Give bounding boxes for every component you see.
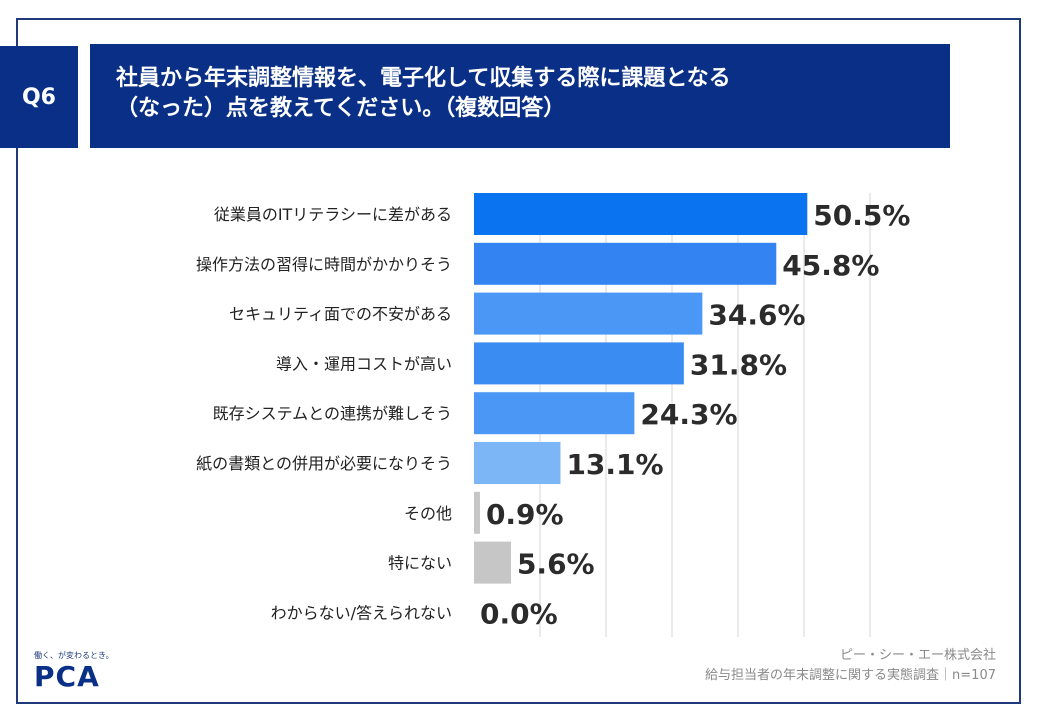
question-badge: Q6 bbox=[0, 46, 78, 148]
value-label: 13.1% bbox=[566, 448, 663, 481]
value-label: 45.8% bbox=[782, 249, 879, 282]
category-label: 既存システムとの連携が難しそう bbox=[213, 404, 452, 423]
category-label: 特にない bbox=[388, 554, 452, 573]
category-label: 操作方法の習得に時間がかかりそう bbox=[196, 255, 452, 274]
bar bbox=[474, 491, 480, 534]
question-title-line2: （なった）点を教えてください。（複数回答） bbox=[116, 96, 566, 121]
source-company: ピー・シー・エー株式会社 bbox=[839, 648, 996, 663]
category-label: セキュリティ面での不安がある bbox=[229, 305, 452, 324]
logo-brand: PCA bbox=[34, 660, 100, 693]
bar bbox=[474, 242, 777, 285]
category-label: その他 bbox=[404, 504, 452, 523]
value-label: 50.5% bbox=[813, 199, 910, 232]
question-title: 社員から年末調整情報を、電子化して収集する際に課題となる （なった）点を教えてく… bbox=[90, 44, 950, 148]
bar bbox=[474, 193, 808, 235]
value-label: 31.8% bbox=[690, 348, 787, 381]
category-label: わからない/答えられない bbox=[271, 603, 452, 622]
logo-tagline: 働く、が変わるとき。 bbox=[34, 651, 114, 660]
source-survey: 給与担当者の年末調整に関する実態調査｜n=107 bbox=[705, 668, 996, 683]
category-label: 導入・運用コストが高い bbox=[276, 354, 452, 373]
value-label: 0.9% bbox=[486, 498, 564, 531]
question-title-line1: 社員から年末調整情報を、電子化して収集する際に課題となる bbox=[116, 66, 731, 91]
value-label: 5.6% bbox=[517, 548, 595, 581]
pca-logo: 働く、が変わるとき。 PCA bbox=[34, 650, 114, 700]
value-label: 34.6% bbox=[708, 299, 805, 332]
bar bbox=[474, 342, 684, 385]
category-label: 従業員のITリテラシーに差がある bbox=[214, 205, 452, 224]
source-note: ピー・シー・エー株式会社 給与担当者の年末調整に関する実態調査｜n=107 bbox=[705, 646, 996, 686]
value-label: 24.3% bbox=[640, 398, 737, 431]
bar bbox=[474, 541, 511, 584]
bar bbox=[474, 442, 561, 484]
category-label: 紙の書類との併用が必要になりそう bbox=[196, 454, 452, 473]
bars: 従業員のITリテラシーに差がある 50.5% 操作方法の習得に時間がかかりそう 45.… bbox=[196, 193, 910, 630]
bar bbox=[474, 292, 703, 335]
bar bbox=[474, 392, 635, 435]
value-label: 0.0% bbox=[480, 597, 558, 630]
